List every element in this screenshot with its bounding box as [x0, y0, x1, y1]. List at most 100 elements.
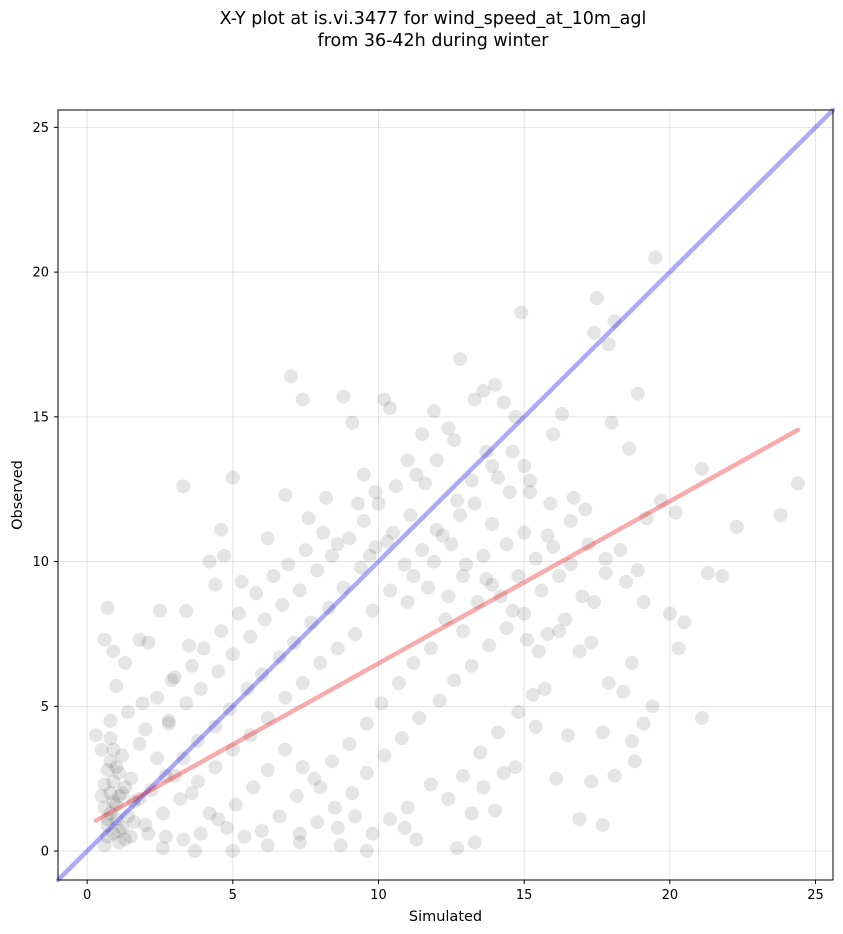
data-point [438, 612, 453, 627]
data-point [182, 638, 197, 653]
data-point [109, 679, 124, 694]
data-point [426, 404, 441, 419]
data-point [563, 514, 578, 529]
data-point [281, 557, 296, 572]
scatter-points [88, 250, 806, 859]
data-point [403, 508, 418, 523]
data-point [190, 734, 205, 749]
data-point [292, 583, 307, 598]
data-point [715, 569, 730, 584]
data-point [630, 386, 645, 401]
data-point [587, 595, 602, 610]
data-point [260, 838, 275, 853]
data-point [208, 577, 223, 592]
data-point [289, 789, 304, 804]
data-point [295, 676, 310, 691]
data-point [517, 459, 532, 474]
data-point [415, 427, 430, 442]
data-point [286, 635, 301, 650]
data-point [103, 731, 118, 746]
data-point [444, 537, 459, 552]
data-point [313, 655, 328, 670]
data-point [467, 835, 482, 850]
data-point [441, 791, 456, 806]
data-point [517, 525, 532, 540]
data-point [260, 710, 275, 725]
data-point [581, 537, 596, 552]
data-point [496, 395, 511, 410]
data-point [604, 415, 619, 430]
data-point [103, 806, 118, 821]
data-point [572, 812, 587, 827]
data-point [447, 433, 462, 447]
data-point [426, 554, 441, 569]
data-point [155, 806, 170, 821]
data-point [630, 563, 645, 578]
data-point [505, 603, 520, 618]
data-point [453, 508, 468, 523]
data-point [374, 696, 389, 711]
data-point [254, 667, 269, 682]
data-point [362, 548, 377, 563]
data-point [531, 644, 546, 659]
data-point [100, 829, 115, 844]
data-point [193, 681, 208, 696]
data-point [356, 467, 371, 482]
data-point [380, 534, 395, 549]
data-point [499, 621, 514, 636]
data-point [383, 401, 398, 416]
data-point [321, 600, 336, 615]
data-point [383, 812, 398, 827]
data-point [400, 800, 415, 815]
data-point [668, 505, 683, 520]
data-point [246, 780, 261, 795]
data-point [345, 415, 360, 430]
data-point [260, 531, 275, 546]
data-point [109, 797, 124, 812]
data-point [155, 841, 170, 856]
data-point [211, 812, 226, 827]
data-point [476, 548, 491, 563]
data-point [106, 742, 121, 757]
data-point [557, 612, 572, 627]
data-point [522, 485, 537, 500]
data-point [488, 378, 503, 392]
data-point [190, 774, 205, 789]
data-point [485, 459, 500, 474]
data-point [496, 765, 511, 780]
data-point [225, 742, 240, 757]
data-point [112, 789, 127, 804]
data-point [249, 586, 264, 601]
data-point [549, 771, 564, 786]
data-point [231, 606, 246, 621]
data-point [138, 722, 153, 737]
data-point [336, 389, 351, 404]
data-point [292, 826, 307, 841]
data-point [511, 569, 526, 584]
data-point [520, 632, 535, 647]
data-point [132, 791, 147, 806]
data-point [187, 844, 202, 859]
data-point [552, 624, 567, 639]
data-point [441, 589, 456, 604]
data-point [222, 702, 237, 717]
data-point [254, 823, 269, 838]
data-point [167, 670, 182, 685]
data-point [450, 841, 465, 856]
data-point [397, 557, 412, 572]
data-point [546, 540, 561, 555]
data-point [624, 655, 639, 670]
data-point [607, 768, 622, 783]
data-point [700, 566, 715, 581]
data-point [345, 786, 360, 801]
data-point [677, 615, 692, 630]
x-tick-label: 20 [662, 888, 679, 903]
data-point [158, 829, 173, 844]
data-point [476, 780, 491, 795]
data-point [386, 525, 401, 540]
data-point [225, 470, 240, 485]
data-point [120, 809, 135, 824]
data-point [284, 369, 299, 384]
data-point [100, 812, 115, 827]
x-tick-label: 25 [807, 888, 824, 903]
